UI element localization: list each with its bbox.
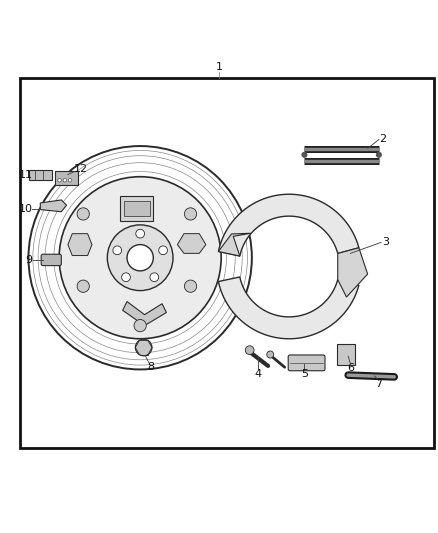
- Text: 4: 4: [255, 369, 262, 379]
- Polygon shape: [123, 302, 166, 326]
- Circle shape: [113, 246, 122, 255]
- Text: 11: 11: [19, 169, 33, 180]
- Text: 2: 2: [379, 134, 386, 144]
- Text: 6: 6: [347, 363, 354, 373]
- Circle shape: [184, 280, 197, 292]
- Text: 9: 9: [25, 255, 32, 265]
- Circle shape: [376, 152, 382, 158]
- Circle shape: [184, 208, 197, 220]
- Polygon shape: [338, 248, 367, 297]
- FancyBboxPatch shape: [55, 172, 78, 185]
- Polygon shape: [219, 233, 251, 256]
- Circle shape: [267, 351, 274, 358]
- Circle shape: [134, 319, 146, 332]
- Text: 10: 10: [19, 204, 33, 214]
- Circle shape: [59, 177, 221, 339]
- Circle shape: [122, 273, 131, 281]
- Bar: [124, 201, 150, 216]
- Polygon shape: [219, 194, 359, 256]
- Polygon shape: [68, 233, 92, 255]
- Text: 8: 8: [148, 362, 155, 372]
- Circle shape: [127, 245, 153, 271]
- Circle shape: [77, 280, 89, 292]
- Circle shape: [301, 152, 307, 158]
- Polygon shape: [40, 200, 67, 212]
- Circle shape: [136, 229, 145, 238]
- Bar: [120, 197, 153, 221]
- Circle shape: [159, 246, 167, 255]
- Bar: [20, 78, 434, 448]
- Circle shape: [77, 208, 89, 220]
- Circle shape: [68, 179, 72, 182]
- Polygon shape: [219, 277, 359, 339]
- Circle shape: [107, 225, 173, 290]
- Text: 12: 12: [74, 164, 88, 174]
- FancyBboxPatch shape: [288, 355, 325, 371]
- Text: 7: 7: [375, 379, 382, 389]
- Circle shape: [58, 179, 61, 182]
- FancyBboxPatch shape: [337, 344, 355, 365]
- Text: 1: 1: [215, 62, 223, 72]
- Polygon shape: [177, 233, 206, 253]
- Text: 3: 3: [382, 237, 389, 247]
- Circle shape: [150, 273, 159, 281]
- FancyBboxPatch shape: [29, 169, 52, 180]
- Circle shape: [63, 179, 67, 182]
- FancyBboxPatch shape: [41, 254, 61, 265]
- Text: 5: 5: [301, 369, 308, 379]
- Circle shape: [135, 339, 152, 356]
- Circle shape: [245, 346, 254, 354]
